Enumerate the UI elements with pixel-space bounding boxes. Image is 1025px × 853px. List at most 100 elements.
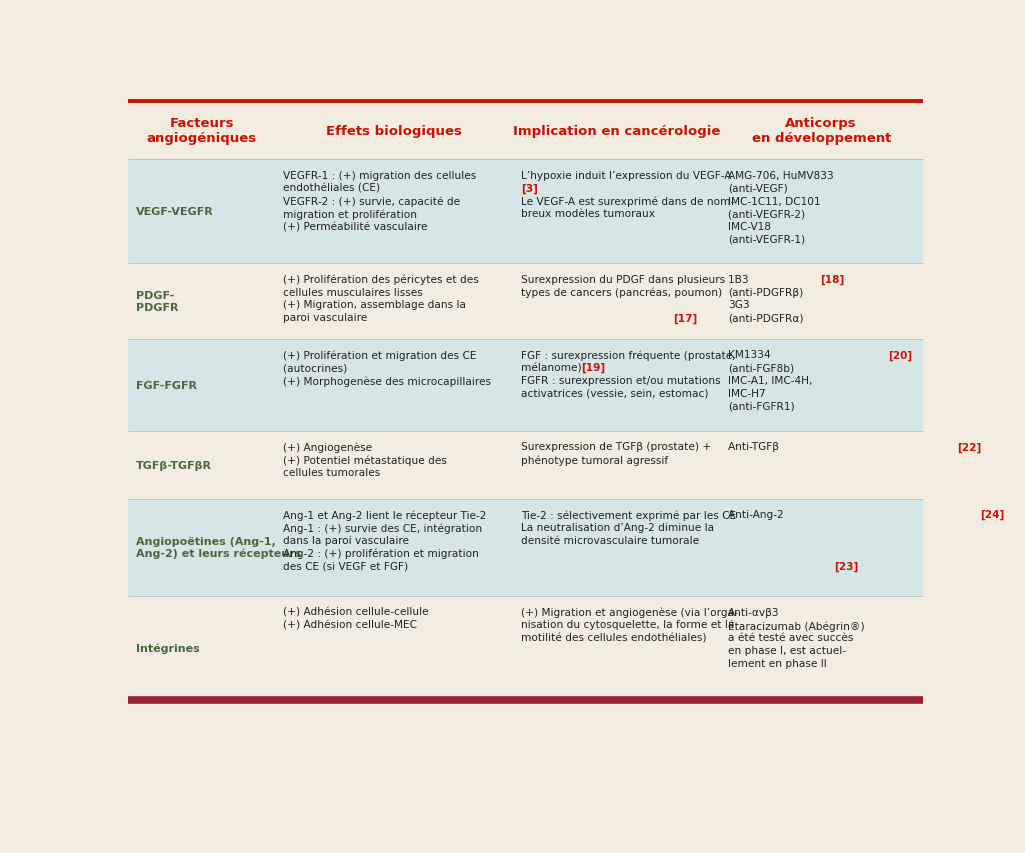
Text: [19]: [19]	[581, 363, 606, 373]
Bar	[128, 102, 275, 160]
Text: IMC-V18: IMC-V18	[728, 222, 771, 232]
Bar	[720, 160, 922, 264]
Bar	[275, 160, 514, 264]
Bar	[720, 499, 922, 596]
Text: (anti-PDGFRα): (anti-PDGFRα)	[728, 313, 804, 322]
Text: (+) Morphogenèse des microcapillaires: (+) Morphogenèse des microcapillaires	[283, 375, 491, 386]
Text: Ang-1 : (+) survie des CE, intégration: Ang-1 : (+) survie des CE, intégration	[283, 522, 482, 533]
Text: migration et prolifération: migration et prolifération	[283, 209, 417, 219]
Text: (anti-VEGFR-1): (anti-VEGFR-1)	[728, 235, 805, 245]
Text: paroi vasculaire: paroi vasculaire	[283, 313, 371, 322]
Bar	[128, 499, 275, 596]
Text: (anti-PDGFRβ): (anti-PDGFRβ)	[728, 287, 804, 297]
Text: FGF-FGFR: FGF-FGFR	[136, 380, 197, 391]
Text: mélanome): mélanome)	[522, 363, 582, 373]
Text: L’hypoxie induit l’expression du VEGF-A: L’hypoxie induit l’expression du VEGF-A	[522, 171, 732, 181]
Text: activatrices (vessie, sein, estomac): activatrices (vessie, sein, estomac)	[522, 388, 709, 398]
Text: Effets biologiques: Effets biologiques	[326, 125, 462, 137]
Text: (+) Prolifération des péricytes et des: (+) Prolifération des péricytes et des	[283, 275, 479, 285]
Text: VEGFR-2 : (+) survie, capacité de: VEGFR-2 : (+) survie, capacité de	[283, 196, 460, 206]
Bar	[275, 102, 514, 160]
Bar	[275, 264, 514, 339]
Bar	[720, 102, 922, 160]
Text: PDGF-
PDGFR: PDGF- PDGFR	[136, 291, 178, 312]
Text: VEGF-VEGFR: VEGF-VEGFR	[136, 207, 214, 217]
Text: Anti-αvβ3: Anti-αvβ3	[728, 606, 779, 617]
Text: (anti-VEGFR-2): (anti-VEGFR-2)	[728, 209, 809, 219]
Bar	[514, 432, 720, 499]
Text: cellules musculaires lisses: cellules musculaires lisses	[283, 287, 422, 297]
Text: lement en phase II: lement en phase II	[728, 658, 830, 668]
Text: IMC-A1, IMC-4H,: IMC-A1, IMC-4H,	[728, 375, 812, 386]
Text: Surexpression du PDGF dans plusieurs: Surexpression du PDGF dans plusieurs	[522, 275, 726, 284]
Text: dans la paroi vasculaire: dans la paroi vasculaire	[283, 535, 409, 545]
Bar	[720, 432, 922, 499]
Text: KM1334: KM1334	[728, 350, 774, 360]
Text: Ang-2 : (+) prolifération et migration: Ang-2 : (+) prolifération et migration	[283, 548, 479, 559]
Text: phénotype tumoral agressif: phénotype tumoral agressif	[522, 455, 671, 465]
Text: types de cancers (pancréas, poumon): types de cancers (pancréas, poumon)	[522, 287, 723, 298]
Text: IMC-1C11, DC101: IMC-1C11, DC101	[728, 196, 820, 206]
Text: AMG-706, HuMV833: AMG-706, HuMV833	[728, 171, 833, 181]
Text: Surexpression de TGFβ (prostate) +: Surexpression de TGFβ (prostate) +	[522, 442, 711, 452]
Text: nisation du cytosquelette, la forme et la: nisation du cytosquelette, la forme et l…	[522, 619, 735, 630]
Bar	[514, 499, 720, 596]
Text: FGF : surexpression fréquente (prostate,: FGF : surexpression fréquente (prostate,	[522, 350, 736, 361]
Text: Étaracizumab (Abégrin®): Étaracizumab (Abégrin®)	[728, 619, 864, 631]
Text: motilité des cellules endothéliales): motilité des cellules endothéliales)	[522, 632, 707, 642]
Text: IMC-H7: IMC-H7	[728, 388, 766, 398]
Bar	[720, 264, 922, 339]
Text: [24]: [24]	[980, 509, 1004, 519]
Bar	[514, 339, 720, 432]
Text: Ang-1 et Ang-2 lient le récepteur Tie-2: Ang-1 et Ang-2 lient le récepteur Tie-2	[283, 509, 487, 520]
Text: Implication en cancérologie: Implication en cancérologie	[512, 125, 721, 137]
Text: VEGFR-1 : (+) migration des cellules: VEGFR-1 : (+) migration des cellules	[283, 171, 477, 181]
Text: Anticorps
en développement: Anticorps en développement	[751, 117, 891, 145]
Text: endothéliales (CE): endothéliales (CE)	[283, 183, 380, 194]
Text: FGFR : surexpression et/ou mutations: FGFR : surexpression et/ou mutations	[522, 375, 721, 386]
Text: La neutralisation d’Ang-2 diminue la: La neutralisation d’Ang-2 diminue la	[522, 522, 714, 532]
Text: cellules tumorales: cellules tumorales	[283, 467, 380, 478]
Text: [17]: [17]	[673, 313, 697, 323]
Text: [20]: [20]	[889, 350, 912, 360]
Text: Facteurs
angiogéniques: Facteurs angiogéniques	[147, 117, 256, 145]
Text: (anti-VEGF): (anti-VEGF)	[728, 183, 787, 194]
Text: (+) Perméabilité vasculaire: (+) Perméabilité vasculaire	[283, 222, 427, 232]
Text: Le VEGF-A est surexprimé dans de nom-: Le VEGF-A est surexprimé dans de nom-	[522, 196, 735, 206]
Text: (+) Migration et angiogenèse (via l’orga-: (+) Migration et angiogenèse (via l’orga…	[522, 606, 738, 618]
Bar	[128, 264, 275, 339]
Text: (+) Potentiel métastatique des: (+) Potentiel métastatique des	[283, 455, 447, 465]
Text: (autocrines): (autocrines)	[283, 363, 351, 373]
Text: (anti-FGF8b): (anti-FGF8b)	[728, 363, 794, 373]
Bar	[128, 596, 275, 700]
Text: Anti-Ang-2: Anti-Ang-2	[728, 509, 787, 519]
Text: [18]: [18]	[820, 275, 844, 285]
Text: des CE (si VEGF et FGF): des CE (si VEGF et FGF)	[283, 560, 411, 571]
Bar	[514, 596, 720, 700]
Bar	[275, 499, 514, 596]
Text: en phase I, est actuel-: en phase I, est actuel-	[728, 645, 846, 655]
Bar	[275, 596, 514, 700]
Bar	[128, 160, 275, 264]
Text: [22]: [22]	[957, 442, 982, 452]
Bar	[720, 596, 922, 700]
Text: (+) Prolifération et migration des CE: (+) Prolifération et migration des CE	[283, 350, 477, 361]
Bar	[275, 432, 514, 499]
Text: [3]: [3]	[522, 183, 538, 194]
Bar	[514, 160, 720, 264]
Bar	[128, 339, 275, 432]
Text: Intégrines: Intégrines	[136, 643, 200, 653]
Text: Anti-TGFβ: Anti-TGFβ	[728, 442, 782, 452]
Text: 3G3: 3G3	[728, 300, 749, 310]
Text: densité microvasculaire tumorale: densité microvasculaire tumorale	[522, 535, 699, 545]
Text: a été testé avec succès: a été testé avec succès	[728, 632, 853, 642]
Bar	[720, 339, 922, 432]
Text: (anti-FGFR1): (anti-FGFR1)	[728, 401, 794, 411]
Text: [23]: [23]	[833, 560, 858, 571]
Text: breux modèles tumoraux: breux modèles tumoraux	[522, 209, 659, 219]
Text: (+) Migration, assemblage dans la: (+) Migration, assemblage dans la	[283, 300, 466, 310]
Bar	[275, 339, 514, 432]
Text: (+) Adhésion cellule-MEC: (+) Adhésion cellule-MEC	[283, 619, 417, 630]
Bar	[128, 432, 275, 499]
Text: (+) Adhésion cellule-cellule: (+) Adhésion cellule-cellule	[283, 606, 428, 617]
